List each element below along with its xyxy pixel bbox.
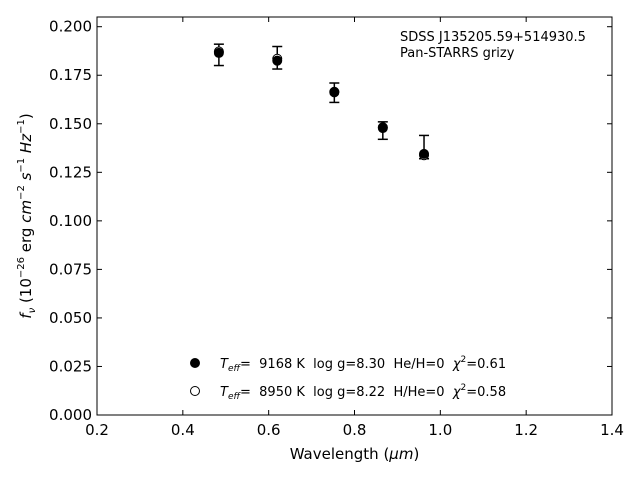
x-axis-label: Wavelength (μm) (290, 445, 420, 463)
y-tick-label: 0.175 (49, 66, 92, 84)
legend-entry-filled: Teff= 9168 K log g=8.30 He/H=0 χ2=0.61 (220, 355, 506, 374)
y-ticks: 0.000 0.025 0.050 0.075 0.100 0.125 0.150 0.175… (49, 18, 612, 424)
x-tick-label: 1.2 (514, 421, 538, 439)
legend-entry-open: Teff= 8950 K log g=8.22 H/He=0 χ2=0.58 (220, 383, 506, 402)
x-tick-label: 0.6 (257, 421, 281, 439)
plot-frame (96, 16, 613, 416)
y-tick-label: 0.200 (49, 18, 92, 36)
y-tick-label: 0.000 (49, 406, 92, 424)
y-tick-label: 0.150 (49, 115, 92, 133)
y-axis-label: fν (10−26 erg cm−2 s−1 Hz−1) (16, 113, 38, 318)
model-point-filled (419, 148, 430, 159)
x-tick-label: 0.4 (171, 421, 195, 439)
error-bars (213, 43, 430, 160)
model-point-filled (213, 47, 224, 58)
legend-marker-filled (190, 358, 200, 368)
model-point-filled (272, 55, 283, 66)
annotation-object-name: SDSS J135205.59+514930.5 (400, 30, 586, 45)
x-tick-label: 1.0 (428, 421, 452, 439)
y-tick-label: 0.075 (49, 260, 92, 278)
x-tick-label: 0.2 (85, 421, 109, 439)
x-tick-label: 1.4 (600, 421, 624, 439)
y-tick-label: 0.125 (49, 163, 92, 181)
legend-marker-open (190, 386, 200, 396)
y-tick-label: 0.025 (49, 357, 92, 375)
data-points (213, 46, 430, 161)
x-tick-label: 0.8 (343, 421, 367, 439)
legend: Teff= 9168 K log g=8.30 He/H=0 χ2=0.61 T… (190, 355, 506, 402)
model-point-filled (377, 122, 388, 133)
model-point-filled (329, 87, 340, 98)
x-ticks: 0.2 0.4 0.6 0.8 1.0 1.2 1.4 (85, 17, 624, 439)
y-tick-label: 0.100 (49, 212, 92, 230)
annotation-survey: Pan-STARRS grizy (400, 46, 515, 61)
y-tick-label: 0.050 (49, 309, 92, 327)
